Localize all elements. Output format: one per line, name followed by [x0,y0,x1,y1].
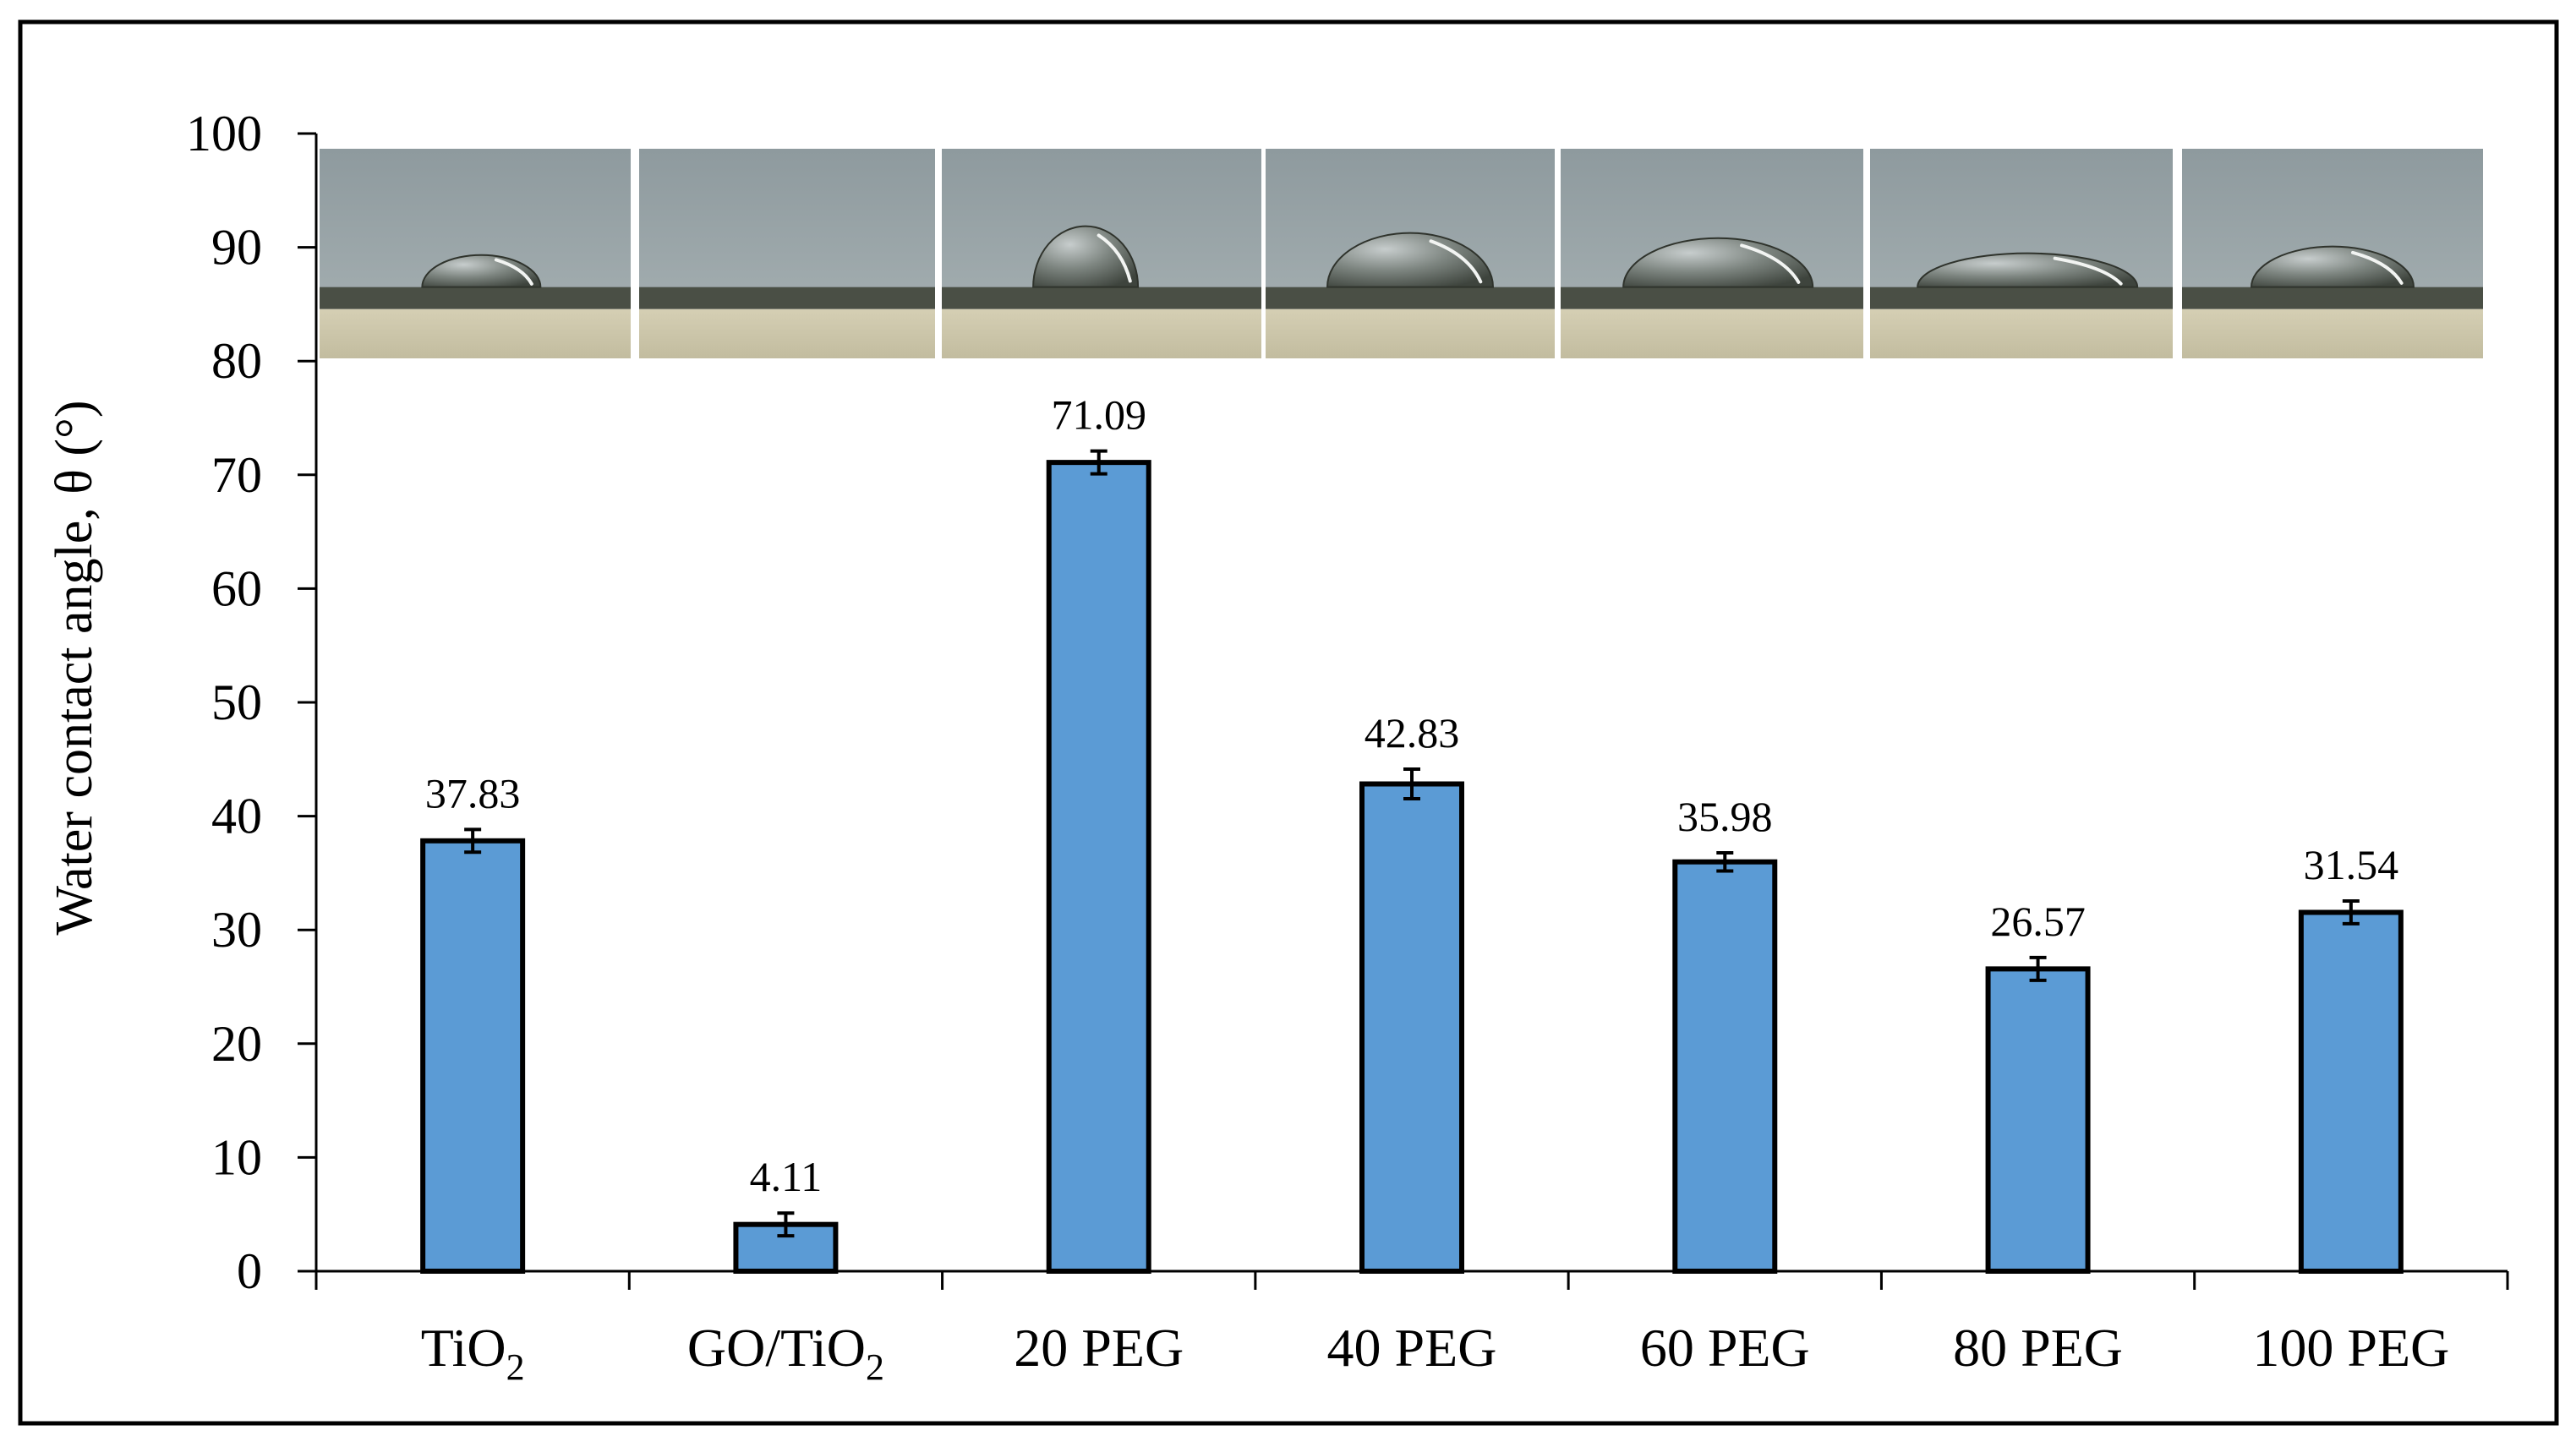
y-tick-label: 20 [211,1016,262,1072]
y-tick-label: 30 [211,902,262,958]
error-bar [2029,955,2047,982]
value-label: 26.57 [1990,898,2086,945]
y-tick-label: 80 [211,333,262,389]
y-tick-label: 70 [211,447,262,503]
y-axis: 0 10 20 30 40 50 60 70 80 90 100 [186,106,318,1299]
category-label-subscript: 2 [866,1346,884,1388]
value-label: 4.11 [750,1153,823,1200]
category-label: 20 PEG [1014,1318,1184,1378]
droplet-highlight [1740,243,1801,284]
category-label: GO/TiO2 [687,1318,884,1388]
droplet-highlight [2351,250,2404,285]
category-label: 60 PEG [1640,1318,1810,1378]
category-label: 100 PEG [2252,1318,2449,1378]
category-label-main: 60 PEG [1640,1318,1810,1378]
value-label: 37.83 [425,769,521,816]
value-label: 71.09 [1051,391,1146,439]
water-droplet [2250,245,2415,288]
droplet-photo-strip [320,149,2483,358]
category-label-main: 80 PEG [1953,1318,2123,1378]
category-label: 80 PEG [1953,1318,2123,1378]
droplet-photo [2182,149,2483,358]
photo-surface-edge [942,287,1261,309]
photo-surface-edge [320,287,631,309]
y-tick-label: 60 [211,560,262,616]
water-droplet [1032,225,1140,288]
value-label: 42.83 [1365,709,1460,756]
error-bar [1403,767,1420,801]
photo-surface-edge [1266,287,1555,309]
y-tick-label: 10 [211,1129,262,1185]
water-droplet [1622,237,1814,288]
category-label-main: GO/TiO [687,1318,866,1378]
droplet-photo [1266,149,1555,358]
error-bar [1716,850,1734,873]
error-bar [464,827,482,855]
category-label-main: 100 PEG [2252,1318,2449,1378]
droplet-photo [320,149,631,358]
water-droplet [1326,232,1495,288]
value-label: 31.54 [2304,841,2399,888]
water-droplet [421,254,542,288]
bar-series [420,460,2404,1275]
bar [1985,966,2091,1274]
photo-surface-edge [1870,287,2173,309]
data-labels: 37.83 4.11 71.09 42.83 35.98 26.57 31.54 [425,391,2398,1201]
droplet-photo [1870,149,2173,358]
droplet-highlight [494,258,533,286]
photo-surface-edge [639,287,935,309]
droplet-photo [639,149,935,358]
category-label: 40 PEG [1327,1318,1497,1378]
photo-substrate [1561,309,1863,358]
photo-substrate [1266,309,1555,358]
y-tick-label: 50 [211,674,262,730]
photo-substrate [639,309,935,358]
category-labels: TiO2 GO/TiO2 20 PEG 40 PEG 60 PEG 80 PEG 100 P… [421,1318,2450,1388]
photo-substrate [320,309,631,358]
error-bar [777,1211,795,1238]
bar [1359,781,1464,1274]
category-label-subscript: 2 [506,1346,525,1388]
droplet-highlight [1097,233,1132,283]
category-label-main: 20 PEG [1014,1318,1184,1378]
photo-surface-edge [1561,287,1863,309]
error-bar [2342,899,2360,926]
category-label-main: 40 PEG [1327,1318,1497,1378]
y-tick-label: 90 [211,220,262,276]
photo-substrate [942,309,1261,358]
photo-surface-edge [2182,287,2483,309]
water-droplet [1917,252,2139,288]
error-bars [464,449,2360,1238]
bar [420,838,526,1275]
category-label-main: TiO [421,1318,506,1378]
photo-substrate [2182,309,2483,358]
error-bar [1090,449,1108,476]
droplet-photo [942,149,1261,358]
droplet-highlight [2053,256,2123,286]
droplet-photo [1561,149,1863,358]
bar [1046,460,1151,1274]
y-tick-label: 40 [211,789,262,844]
y-tick-label: 0 [237,1243,262,1299]
category-label: TiO2 [421,1318,525,1388]
value-label: 35.98 [1677,793,1773,840]
y-tick-label: 100 [186,106,262,161]
bar [1672,859,1778,1275]
y-axis-title: Water contact angle, θ (°) [46,400,103,935]
photo-substrate [1870,309,2173,358]
droplet-highlight [1429,239,1483,284]
bar [2298,909,2404,1274]
